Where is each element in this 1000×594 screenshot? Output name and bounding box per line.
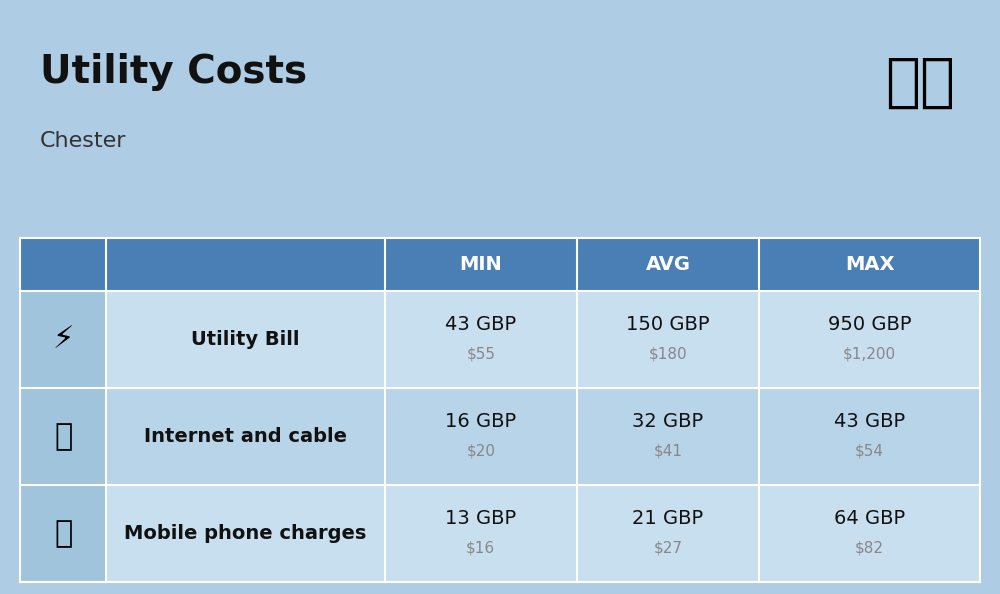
Text: 43 GBP: 43 GBP [445,315,516,334]
Text: $180: $180 [649,347,687,362]
Text: $20: $20 [466,444,495,459]
Text: Utility Costs: Utility Costs [40,53,307,91]
Text: MAX: MAX [845,255,894,274]
Text: MIN: MIN [459,255,502,274]
Text: $27: $27 [653,541,682,556]
Text: $41: $41 [653,444,682,459]
Text: 16 GBP: 16 GBP [445,412,516,431]
Text: $82: $82 [855,541,884,556]
Text: 21 GBP: 21 GBP [632,509,704,528]
Text: $16: $16 [466,541,495,556]
Text: 64 GBP: 64 GBP [834,509,905,528]
Text: Chester: Chester [40,131,126,151]
Text: 32 GBP: 32 GBP [632,412,704,431]
Text: 📱: 📱 [54,519,72,548]
Text: 13 GBP: 13 GBP [445,509,516,528]
Text: 950 GBP: 950 GBP [828,315,911,334]
Text: 🇬🇧: 🇬🇧 [885,53,955,110]
Text: $1,200: $1,200 [843,347,896,362]
Text: ⚡: ⚡ [53,325,74,354]
Text: Internet and cable: Internet and cable [144,427,347,446]
Text: Mobile phone charges: Mobile phone charges [124,524,367,543]
Text: AVG: AVG [645,255,690,274]
Text: $54: $54 [855,444,884,459]
Text: $55: $55 [466,347,495,362]
Text: 📶: 📶 [54,422,72,451]
Text: 43 GBP: 43 GBP [834,412,905,431]
Text: Utility Bill: Utility Bill [191,330,300,349]
Text: 150 GBP: 150 GBP [626,315,710,334]
